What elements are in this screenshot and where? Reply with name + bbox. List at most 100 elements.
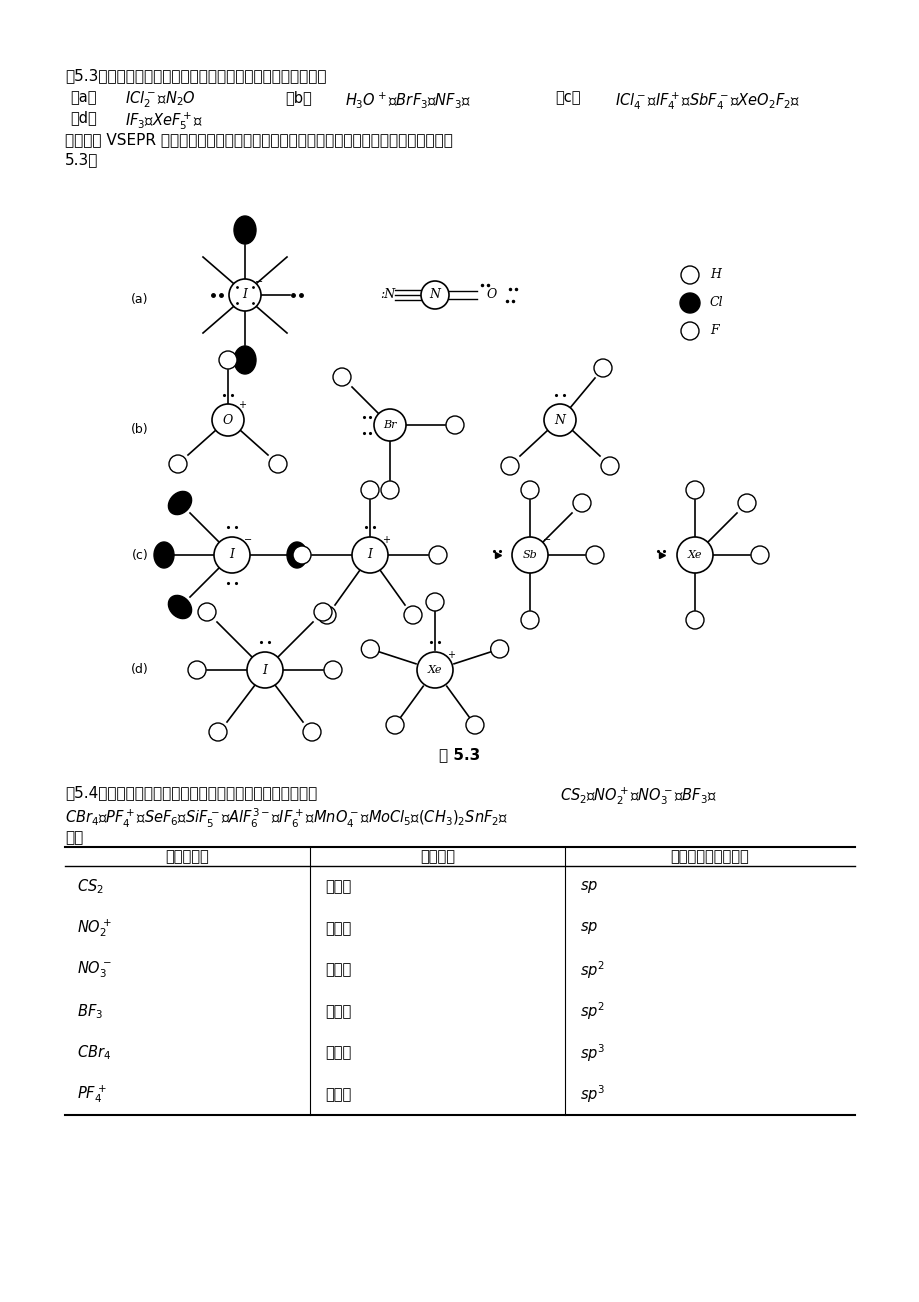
Text: (c): (c): [131, 548, 148, 561]
Text: (b): (b): [131, 423, 149, 436]
Text: $CBr_4$: $CBr_4$: [77, 1043, 111, 1062]
Text: $BF_3$: $BF_3$: [77, 1003, 103, 1021]
Text: −: −: [542, 535, 550, 546]
Text: Xe: Xe: [427, 665, 442, 674]
Circle shape: [679, 293, 699, 312]
Circle shape: [313, 603, 332, 621]
Text: 中心原子的杂化轨道: 中心原子的杂化轨道: [670, 849, 749, 865]
Text: （b）: （b）: [285, 90, 312, 105]
Circle shape: [169, 454, 187, 473]
Text: $ICl_2^-$，$N_2O$: $ICl_2^-$，$N_2O$: [125, 90, 196, 111]
Text: $sp^2$: $sp^2$: [579, 1000, 605, 1022]
Text: I: I: [243, 289, 247, 302]
Circle shape: [214, 536, 250, 573]
Text: 直线形: 直线形: [324, 921, 351, 936]
Text: I: I: [262, 664, 267, 677]
Text: $CS_2$: $CS_2$: [77, 878, 104, 896]
Circle shape: [386, 716, 403, 734]
Text: O: O: [222, 414, 233, 427]
Text: $PF_4^+$: $PF_4^+$: [77, 1083, 107, 1105]
Circle shape: [750, 546, 768, 564]
Circle shape: [268, 454, 287, 473]
Circle shape: [501, 457, 518, 475]
Text: N: N: [554, 414, 565, 427]
Text: F: F: [709, 324, 718, 337]
Circle shape: [600, 457, 618, 475]
Text: $CBr_4$，$PF_4^+$，$SeF_6$，$SiF_5^-$，$AlF_6^{3-}$，$IF_6^+$，$MnO_4^-$，$MoCl_5$，$(CH: $CBr_4$，$PF_4^+$，$SeF_6$，$SiF_5^-$，$AlF_…: [65, 807, 508, 831]
Circle shape: [686, 480, 703, 499]
Circle shape: [421, 281, 448, 309]
Text: 四面体: 四面体: [324, 1046, 351, 1060]
Circle shape: [360, 480, 379, 499]
Circle shape: [219, 352, 237, 368]
Circle shape: [229, 279, 261, 311]
Text: $sp$: $sp$: [579, 921, 597, 936]
Text: Br: Br: [383, 421, 396, 430]
Text: −: −: [255, 277, 263, 286]
Circle shape: [352, 536, 388, 573]
Text: $sp$: $sp$: [579, 879, 597, 894]
Text: （c）: （c）: [554, 90, 580, 105]
Circle shape: [490, 641, 508, 658]
Text: $IF_3$，$XeF_5^+$。: $IF_3$，$XeF_5^+$。: [125, 109, 203, 132]
Circle shape: [676, 536, 712, 573]
Text: Xe: Xe: [687, 549, 701, 560]
Ellipse shape: [233, 216, 255, 243]
Text: $H_3O^+$，$BrF_3$，$NF_3$；: $H_3O^+$，$BrF_3$，$NF_3$；: [345, 90, 471, 109]
Circle shape: [246, 652, 283, 687]
Circle shape: [520, 611, 539, 629]
Ellipse shape: [287, 542, 307, 568]
Text: 解：: 解：: [65, 829, 83, 845]
Circle shape: [543, 404, 575, 436]
Text: 解：这是 VSEPR 方法的具体应用，现将分子中弧对电子和键对电子在空间的排布图示于图: 解：这是 VSEPR 方法的具体应用，现将分子中弧对电子和键对电子在空间的排布图…: [65, 132, 452, 147]
Circle shape: [374, 409, 405, 441]
Circle shape: [686, 611, 703, 629]
Text: $ICl_4^-$，$IF_4^+$，$SbF_4^-$，$XeO_2F_2$；: $ICl_4^-$，$IF_4^+$，$SbF_4^-$，$XeO_2F_2$；: [614, 90, 800, 112]
Circle shape: [512, 536, 548, 573]
Text: Sb: Sb: [522, 549, 537, 560]
Circle shape: [380, 480, 399, 499]
Circle shape: [403, 605, 422, 624]
Circle shape: [302, 723, 321, 741]
Text: 【5.4】写出下列分子或离子中，中心原子所采用的杂化轨道: 【5.4】写出下列分子或离子中，中心原子所采用的杂化轨道: [65, 785, 317, 799]
Circle shape: [198, 603, 216, 621]
Circle shape: [573, 493, 590, 512]
Circle shape: [416, 652, 452, 687]
Text: +: +: [447, 650, 455, 660]
Circle shape: [323, 661, 342, 680]
Text: 【5.3】画出下列分子中弧对电子和键对电子在空间的排布图：: 【5.3】画出下列分子中弧对电子和键对电子在空间的排布图：: [65, 68, 326, 83]
Text: $NO_2^+$: $NO_2^+$: [77, 918, 112, 939]
Ellipse shape: [168, 595, 191, 618]
Text: （a）: （a）: [70, 90, 96, 105]
Circle shape: [737, 493, 755, 512]
Circle shape: [585, 546, 604, 564]
Circle shape: [594, 359, 611, 378]
Text: O: O: [486, 289, 496, 302]
Text: N: N: [429, 289, 440, 302]
Circle shape: [446, 417, 463, 434]
Text: $sp^3$: $sp^3$: [579, 1042, 605, 1064]
Text: (a): (a): [131, 293, 149, 306]
Text: (d): (d): [131, 664, 149, 677]
Text: H: H: [709, 268, 720, 281]
Text: +: +: [381, 535, 390, 546]
Text: 5.3。: 5.3。: [65, 152, 98, 167]
Text: 四面体: 四面体: [324, 1087, 351, 1101]
Text: I: I: [367, 548, 372, 561]
Text: 图 5.3: 图 5.3: [439, 747, 480, 763]
Circle shape: [209, 723, 227, 741]
Text: $sp^3$: $sp^3$: [579, 1083, 605, 1105]
Text: +: +: [238, 400, 245, 410]
Text: I: I: [229, 548, 234, 561]
Circle shape: [520, 480, 539, 499]
Text: :N: :N: [380, 289, 394, 302]
Text: $CS_2$，$NO_2^+$，$NO_3^-$，$BF_3$，: $CS_2$，$NO_2^+$，$NO_3^-$，$BF_3$，: [560, 785, 716, 807]
Circle shape: [318, 605, 335, 624]
Text: （d）: （d）: [70, 109, 96, 125]
Text: 三角形: 三角形: [324, 962, 351, 978]
Circle shape: [333, 368, 351, 385]
Text: 直线形: 直线形: [324, 879, 351, 894]
Ellipse shape: [168, 491, 191, 514]
Text: $NO_3^-$: $NO_3^-$: [77, 960, 112, 980]
Text: Cl: Cl: [709, 297, 723, 310]
